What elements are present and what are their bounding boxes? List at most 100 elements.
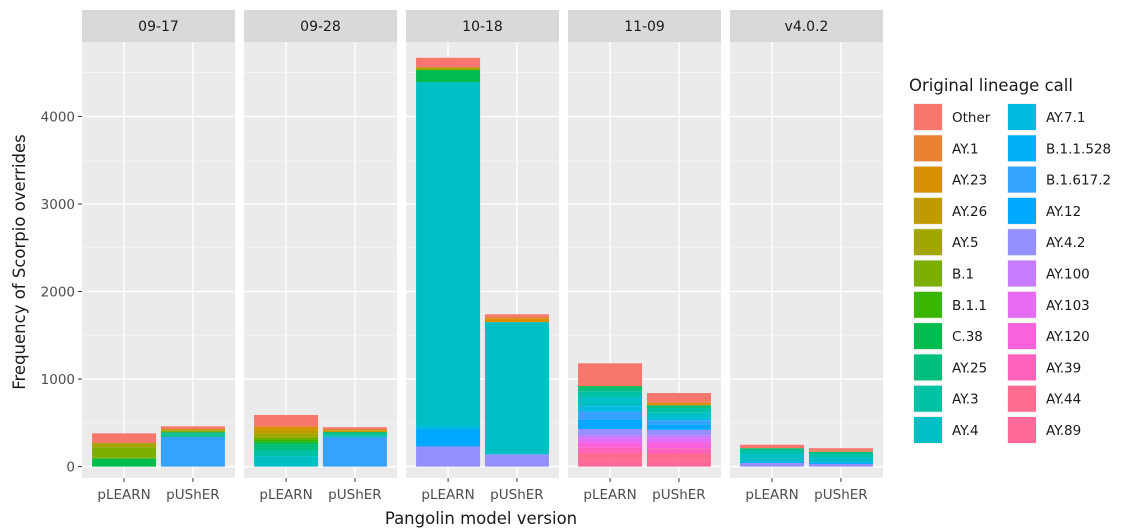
legend-key-swatch xyxy=(1008,323,1036,350)
bar-segment-ay-7-1 xyxy=(578,406,643,412)
legend-label: AY.1 xyxy=(952,141,979,157)
legend-item: B.1.617.2 xyxy=(1007,165,1111,194)
bar-segment-b-1-617-2 xyxy=(160,436,225,467)
legend-key-swatch xyxy=(914,385,942,412)
legend-label: B.1.1.528 xyxy=(1046,141,1111,157)
x-axis-title: Pangolin model version xyxy=(385,509,577,528)
legend-item: AY.12 xyxy=(1007,196,1081,225)
bar-segment-ay-39 xyxy=(578,447,643,453)
plot-panel xyxy=(730,42,883,478)
legend-key-swatch xyxy=(914,229,942,256)
legend-label: Other xyxy=(952,110,991,126)
bar-segment-ay-25 xyxy=(254,444,319,450)
bar-segment-ay-3 xyxy=(578,391,643,397)
facet-strip-label: v4.0.2 xyxy=(785,19,829,35)
legend-item: AY.25 xyxy=(913,353,987,382)
bar-segment-b-1-1 xyxy=(92,457,157,459)
bar-segment-c-38 xyxy=(92,458,157,467)
legend-item: AY.23 xyxy=(913,165,987,194)
legend-item: AY.7.1 xyxy=(1007,103,1085,131)
y-tick-label: 3000 xyxy=(41,197,75,213)
bar-segment-ay-1 xyxy=(808,450,873,452)
facet-strip xyxy=(244,10,397,42)
legend-key-swatch xyxy=(1008,197,1036,224)
legend-label: AY.25 xyxy=(952,360,987,376)
facet-strip-label: 11-09 xyxy=(624,19,665,35)
facet-panel-v4.0.2: v4.0.2 pLEARN pUShER xyxy=(730,10,883,503)
facet-strip-label: 10-18 xyxy=(462,19,503,35)
bar-segment-ay-5 xyxy=(416,67,481,71)
bar-segment-ay-12 xyxy=(808,462,873,464)
facet-panel-10-18: 10-18 pLEARN pUShER xyxy=(406,10,559,503)
bar-segment-ay-3 xyxy=(646,407,711,413)
legend-key-swatch xyxy=(914,417,942,443)
facet-panel-09-28: 09-28 pLEARN pUShER xyxy=(244,10,397,503)
y-axis-title: Frequency of Scorpio overrides xyxy=(10,134,29,390)
bar-segment-ay-44 xyxy=(578,452,643,460)
bar-segment-ay-89 xyxy=(646,459,711,467)
facet-strip-label: 09-28 xyxy=(300,19,341,35)
x-tick-label: pUShER xyxy=(652,487,706,503)
legend-label: B.1 xyxy=(952,267,974,283)
bar-segment-ay-4 xyxy=(484,322,549,455)
legend-item: AY.3 xyxy=(913,384,979,413)
legend-item: AY.4 xyxy=(913,416,979,444)
legend-label: AY.4.2 xyxy=(1046,235,1085,251)
legend-item: Other xyxy=(913,103,991,131)
x-tick-label: pLEARN xyxy=(259,487,312,503)
bar-segment-ay-25 xyxy=(160,434,225,437)
legend-label: B.1.617.2 xyxy=(1046,173,1111,189)
bar-segment-ay-4 xyxy=(808,456,873,463)
legend-key-swatch xyxy=(1008,260,1036,287)
legend: Original lineage call Other AY.1 AY.23 AY.2… xyxy=(909,76,1111,444)
facet-panels: 09-17 pLEARN pUShER 09-28 pLEARN pUShER 10-18 p… xyxy=(82,10,883,503)
bar-segment-other xyxy=(160,426,225,429)
legend-key-swatch xyxy=(1008,104,1036,130)
bar-segment-ay-23 xyxy=(646,403,711,406)
x-tick-label: pLEARN xyxy=(583,487,636,503)
facet-strip xyxy=(730,10,883,42)
x-tick-label: pUShER xyxy=(490,487,544,503)
bar-segment-other xyxy=(92,433,157,443)
legend-label: AY.4 xyxy=(952,423,979,439)
bar-segment-ay-4 xyxy=(254,456,319,467)
legend-label: B.1.1 xyxy=(952,298,987,314)
legend-label: AY.12 xyxy=(1046,204,1081,220)
bar-segment-ay-1 xyxy=(322,428,387,431)
bar-segment-other xyxy=(740,444,805,449)
legend-label: AY.120 xyxy=(1046,329,1090,345)
legend-key-swatch xyxy=(914,354,942,381)
legend-item: AY.26 xyxy=(913,196,987,225)
bar-segment-ay-26 xyxy=(254,429,319,434)
legend-label: AY.103 xyxy=(1046,298,1090,314)
bar-segment-ay-1 xyxy=(646,401,711,404)
legend-label: AY.44 xyxy=(1046,392,1081,408)
bar-segment-ay-3 xyxy=(322,434,387,437)
plot-panel xyxy=(244,42,397,478)
bar-segment-other xyxy=(484,314,549,317)
facet-strip xyxy=(568,10,721,42)
bar-segment-ay-120 xyxy=(578,442,643,448)
legend-title: Original lineage call xyxy=(909,76,1073,95)
bar-segment-ay-4 xyxy=(416,82,481,426)
bar-segment-ay-4-2 xyxy=(484,454,549,467)
y-tick-label: 1000 xyxy=(41,372,75,388)
x-tick-label: pLEARN xyxy=(421,487,474,503)
bar-segment-ay-4 xyxy=(646,412,711,418)
legend-label: AY.23 xyxy=(952,173,987,189)
bar-segment-ay-4 xyxy=(578,396,643,407)
legend-item: AY.1 xyxy=(913,134,979,163)
bar-segment-ay-23 xyxy=(254,426,319,430)
bar-segment-b-1-617-2 xyxy=(646,420,711,425)
bar-segment-ay-3 xyxy=(740,449,805,454)
bar-segment-other xyxy=(646,393,711,402)
bar-segment-ay-89 xyxy=(578,459,643,467)
facet-strip xyxy=(82,10,235,42)
bar-segment-ay-25 xyxy=(740,448,805,450)
legend-item: B.1 xyxy=(913,259,974,288)
legend-item: AY.120 xyxy=(1007,322,1090,351)
bar-segment-ay-103 xyxy=(578,438,643,443)
bar-segment-ay-100 xyxy=(646,435,711,439)
plot-panel xyxy=(82,42,235,478)
bar-segment-b-1-1 xyxy=(254,439,319,443)
